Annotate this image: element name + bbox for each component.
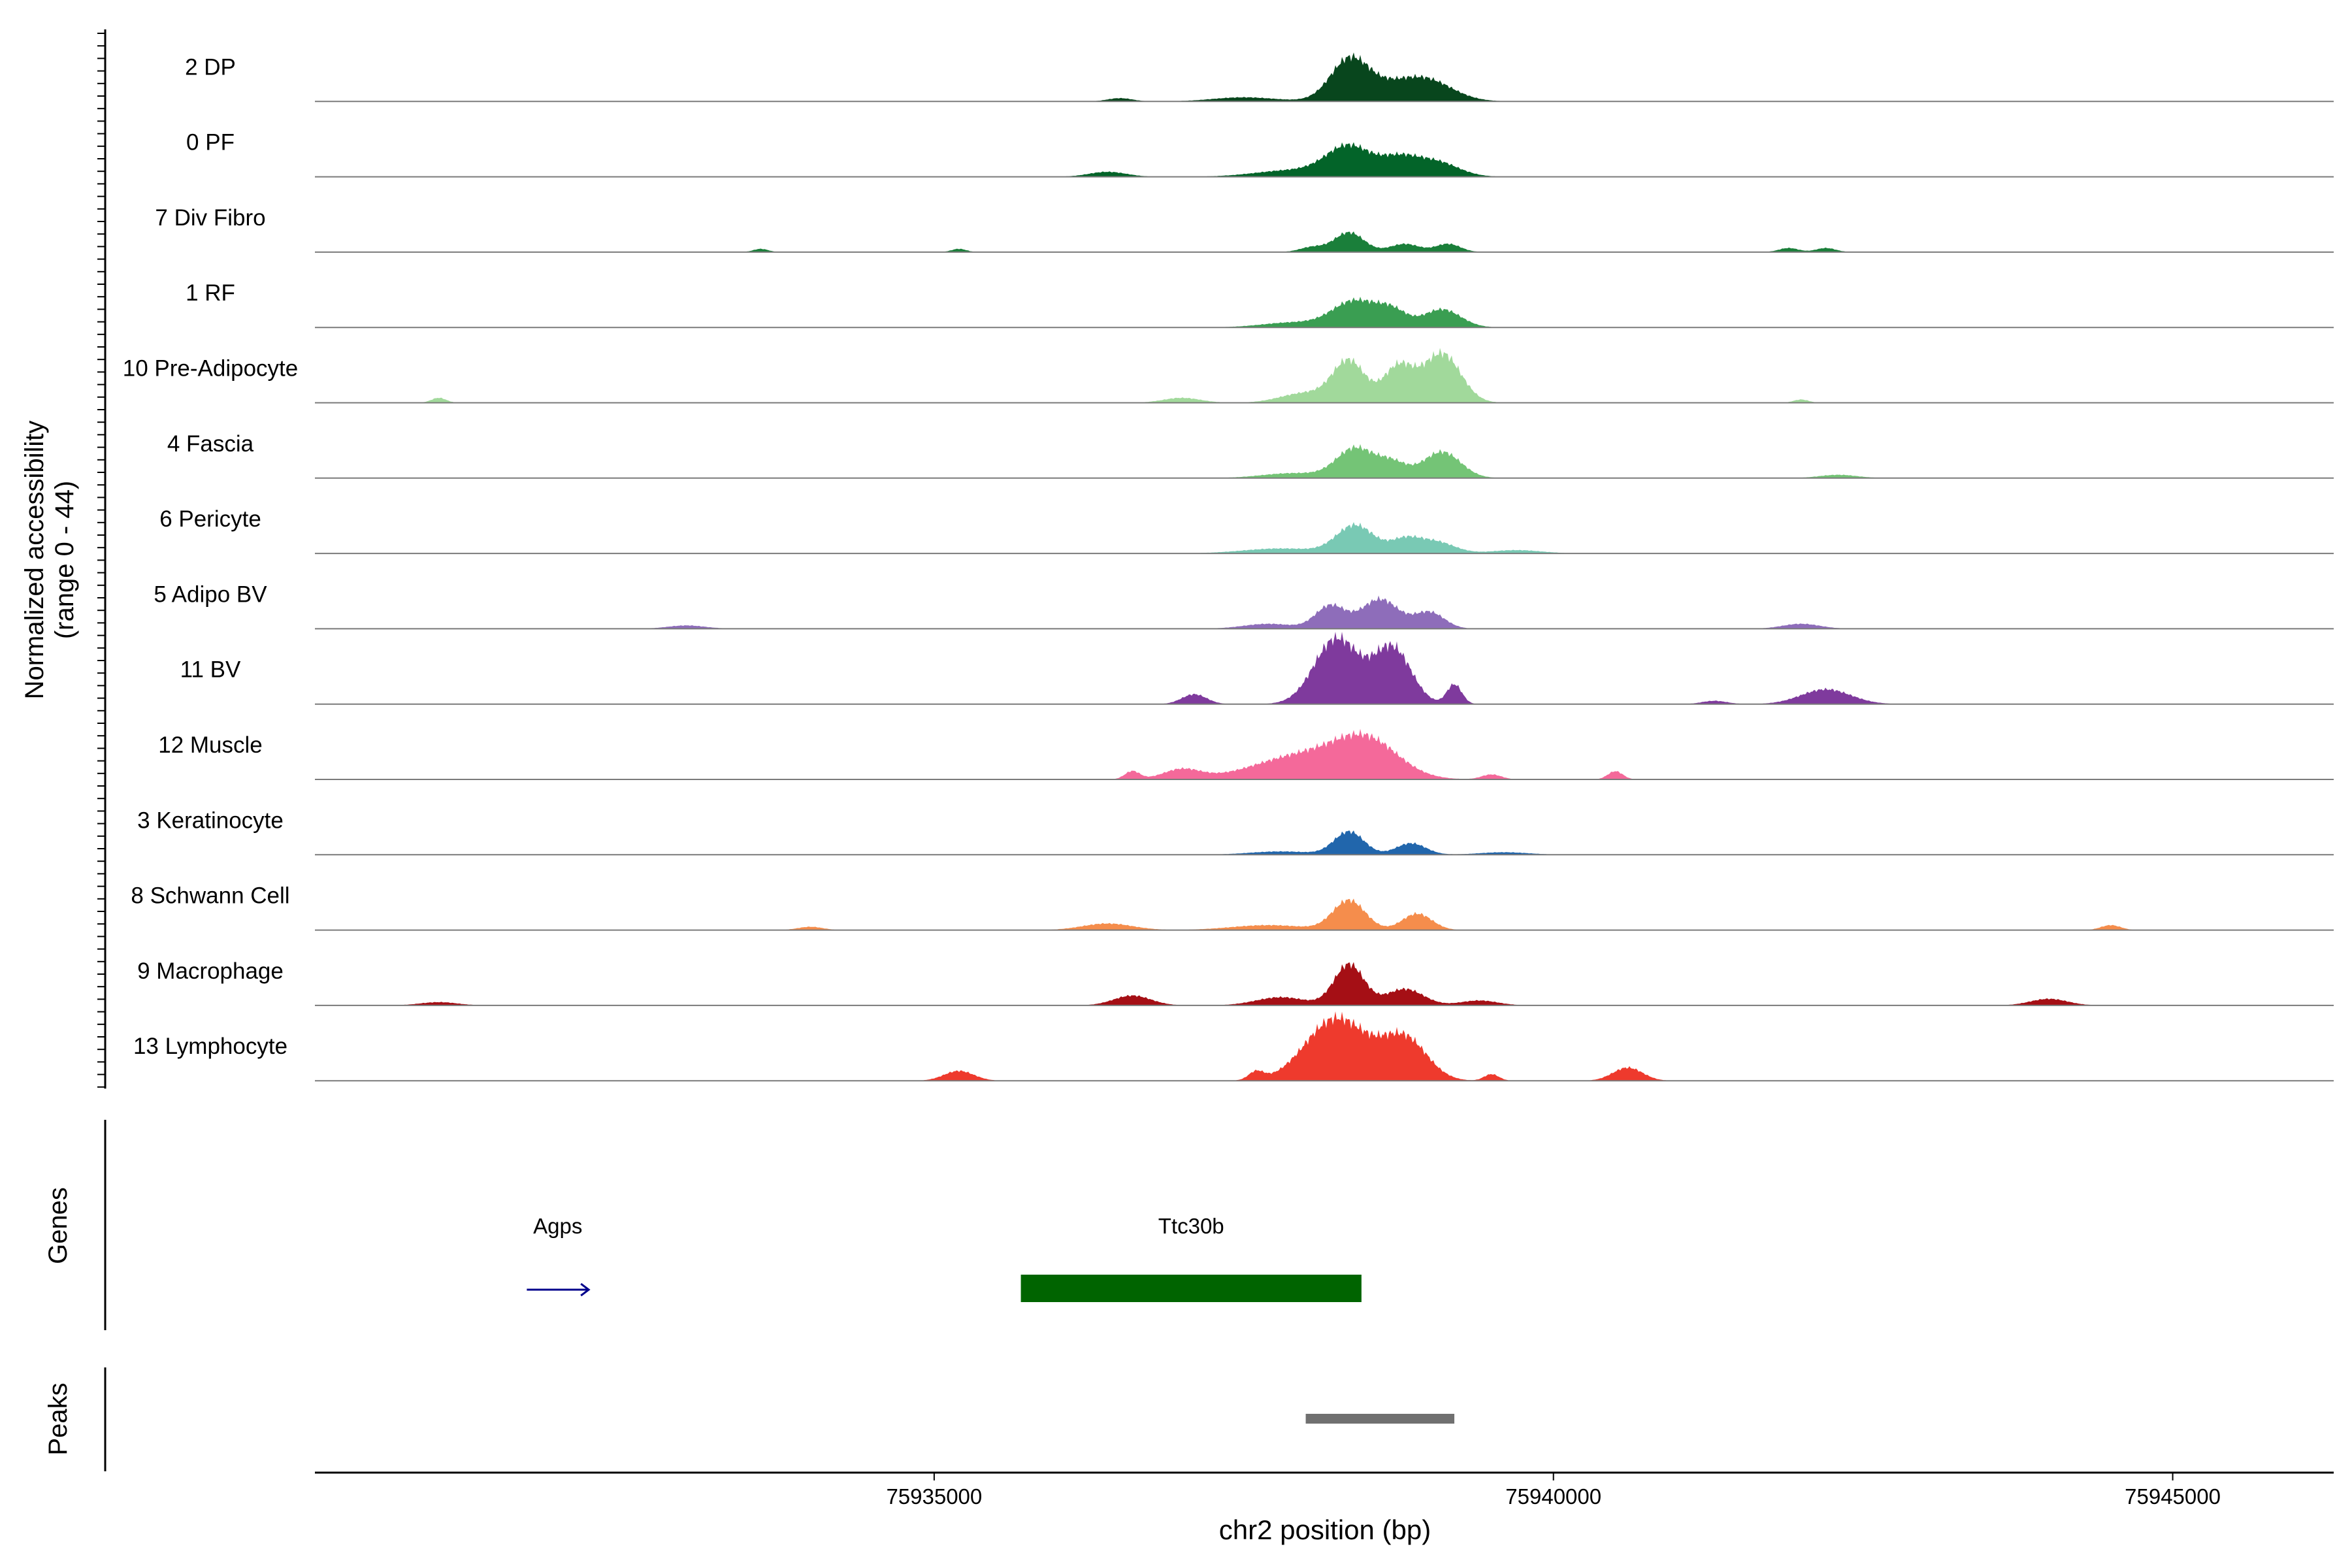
track-label: 11 BV: [180, 657, 241, 683]
track-11: 8 Schwann Cell: [131, 883, 2334, 931]
coverage-area-11-bv: [315, 632, 2334, 704]
track-12: 9 Macrophage: [137, 958, 2334, 1006]
track-label: 3 Keratinocyte: [137, 808, 284, 833]
track-label: 13 Lymphocyte: [133, 1034, 287, 1059]
gene-name: Agps: [533, 1214, 582, 1238]
track-label: 1 RF: [186, 280, 235, 306]
coverage-area-9-macrophage: [315, 962, 2334, 1005]
track-6: 6 Pericyte: [159, 506, 2334, 555]
y-axis-title-line2: (range 0 - 44): [50, 481, 79, 639]
genes-panel-label: Genes: [44, 1187, 73, 1264]
track-label: 5 Adipo BV: [154, 581, 267, 607]
track-4: 10 Pre-Adipocyte: [123, 348, 2334, 404]
track-0: 2 DP: [185, 52, 2334, 103]
x-tick-label: 75935000: [886, 1484, 982, 1509]
track-9: 12 Muscle: [158, 728, 2334, 780]
track-10: 3 Keratinocyte: [137, 808, 2334, 856]
track-label: 6 Pericyte: [159, 506, 261, 532]
coverage-area-12-muscle: [315, 728, 2334, 779]
track-label: 8 Schwann Cell: [131, 883, 289, 909]
track-label: 7 Div Fibro: [155, 205, 265, 231]
gene-arrowhead: [580, 1282, 591, 1297]
peak-region: [1305, 1414, 1455, 1424]
track-label: 2 DP: [185, 54, 236, 80]
x-axis-title: chr2 position (bp): [1219, 1514, 1431, 1545]
track-13: 13 Lymphocyte: [133, 1011, 2334, 1082]
track-1: 0 PF: [186, 130, 2334, 178]
coverage-area-6-pericyte: [315, 522, 2334, 554]
peak-panel: [104, 1367, 1455, 1471]
track-8: 11 BV: [180, 632, 2334, 705]
coverage-area-2-dp: [315, 52, 2334, 102]
y-axis: [97, 29, 106, 1089]
track-3: 1 RF: [186, 280, 2334, 329]
track-label: 4 Fascia: [167, 431, 254, 457]
x-tick-label: 75940000: [1505, 1484, 1601, 1509]
y-axis-title-line1: Normalized accessibility: [20, 421, 49, 700]
track-5: 4 Fascia: [167, 431, 2334, 479]
track-7: 5 Adipo BV: [154, 581, 2334, 630]
coverage-area-1-rf: [315, 297, 2334, 328]
x-tick-label: 75945000: [2125, 1484, 2221, 1509]
track-label: 10 Pre-Adipocyte: [123, 356, 298, 382]
gene-body: [1021, 1275, 1362, 1302]
track-label: 9 Macrophage: [137, 958, 284, 984]
coverage-area-0-pf: [315, 142, 2334, 177]
x-axis: 75935000 75940000 75945000: [315, 1471, 2334, 1509]
gene-name: Ttc30b: [1158, 1214, 1224, 1238]
coverage-area-3-keratinocyte: [315, 830, 2334, 855]
coverage-area-7-div-fibro: [315, 231, 2334, 252]
coverage-tracks: 2 DP 0 PF 7 Div Fibro 1 RF 10 Pre-Adipocyte 4…: [123, 52, 2334, 1082]
track-label: 12 Muscle: [158, 732, 263, 758]
coverage-area-5-adipo-bv: [315, 595, 2334, 629]
coverage-area-10-pre-adipocyte: [315, 348, 2334, 403]
peaks-panel-label: Peaks: [44, 1382, 73, 1455]
gene-panel: Agps Ttc30b: [104, 1120, 1362, 1330]
coverage-area-13-lymphocyte: [315, 1011, 2334, 1081]
coverage-area-4-fascia: [315, 444, 2334, 478]
track-label: 0 PF: [186, 130, 235, 155]
track-2: 7 Div Fibro: [155, 205, 2334, 253]
coverage-area-8-schwann-cell: [315, 898, 2334, 930]
